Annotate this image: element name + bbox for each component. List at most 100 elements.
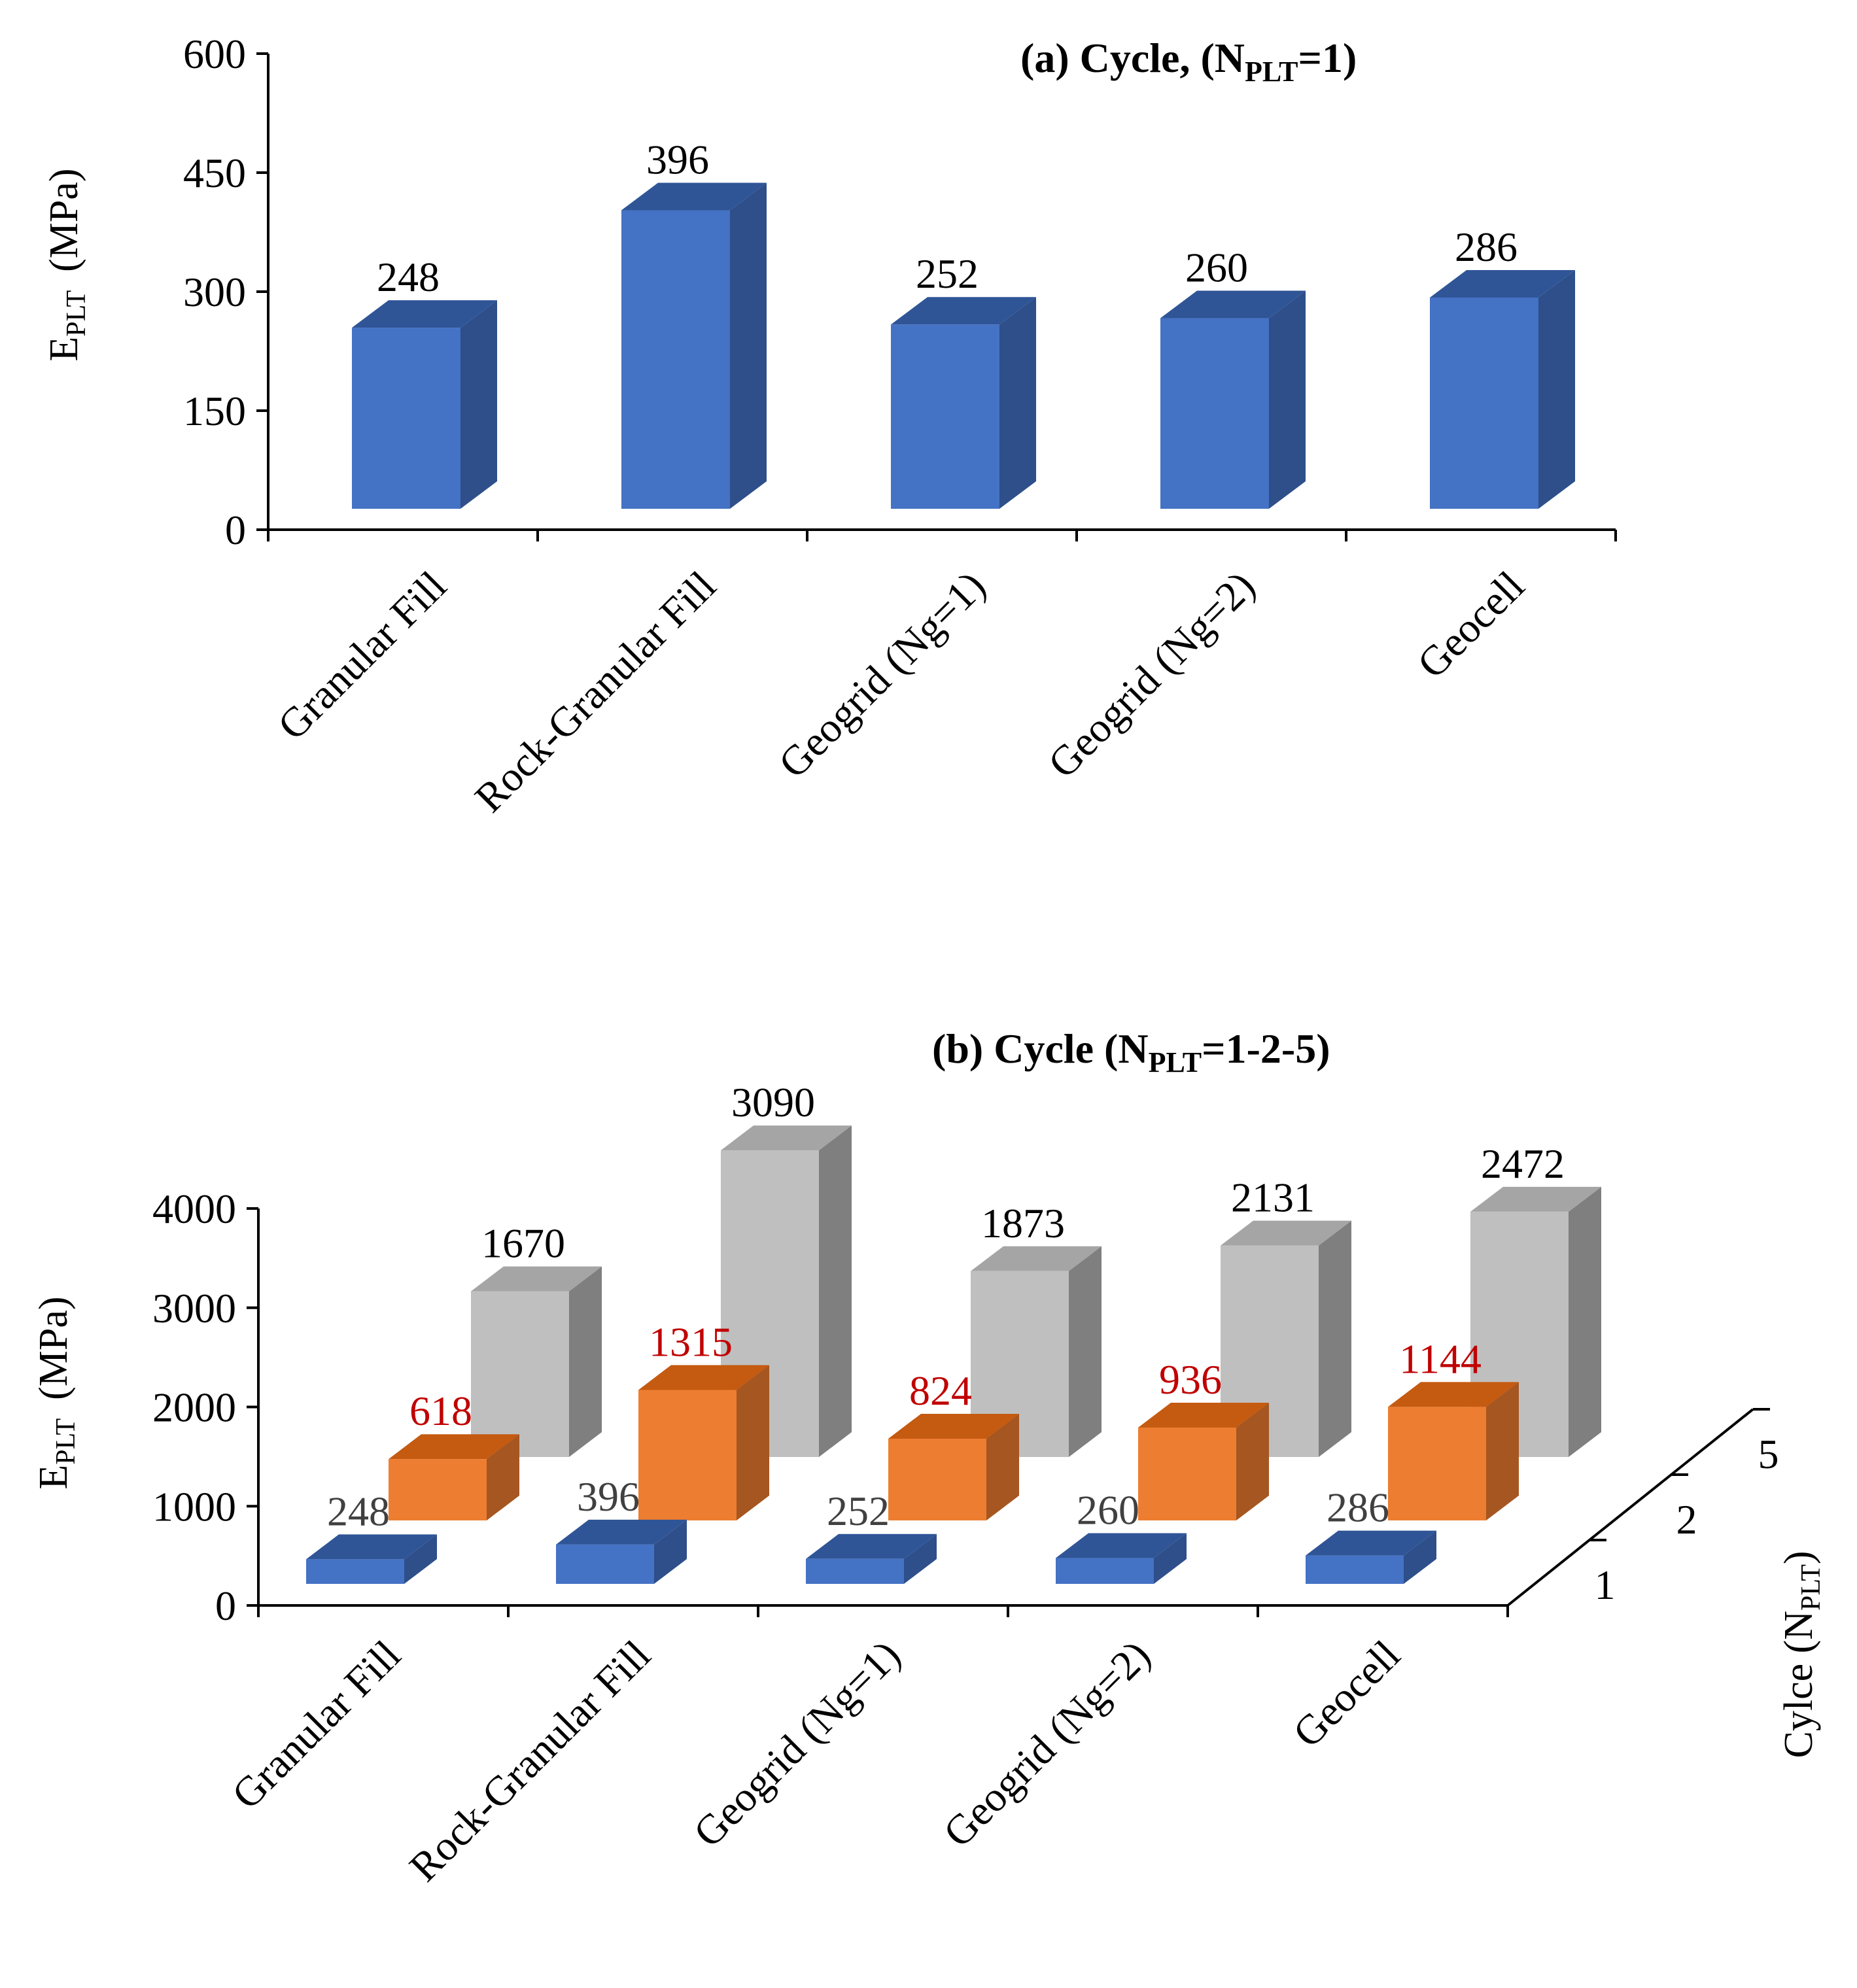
panel-b-y-tick-label: 1000 xyxy=(152,1483,236,1530)
panel-b-y-axis-title: EPLT (MPa) xyxy=(31,1296,81,1489)
panel-b-axes: 0 1000 2000 3000 4000 xyxy=(152,1186,1770,1629)
panel-b-bar-cycle-1-top xyxy=(556,1519,687,1545)
panel-a-x-tick-label: Rock-Granular Fill xyxy=(466,562,725,821)
panel-a-bar xyxy=(1160,290,1306,509)
panel-a-x-tick-label: Geogrid (Ng=1) xyxy=(769,562,994,787)
panel-b-zlabel-sub: PLT xyxy=(1796,1564,1826,1611)
panel-b-ylabel-main: E xyxy=(31,1465,76,1490)
panel-b-data-label-cycle-5: 1670 xyxy=(481,1220,565,1267)
panel-a-bar-front xyxy=(352,328,460,509)
panel-b-data-label-cycle-5: 2131 xyxy=(1231,1174,1315,1221)
panel-a-ylabel-unit: (MPa) xyxy=(42,168,86,271)
panel-b-bar-cycle-5-front xyxy=(471,1291,569,1457)
panel-b-y-tick-label: 0 xyxy=(215,1583,236,1629)
panel-b-bars xyxy=(306,1125,1601,1584)
panel-a-bar-front xyxy=(1430,297,1538,509)
panel-b-bar-cycle-5 xyxy=(471,1266,602,1457)
panel-b-bar-cycle-2-front xyxy=(638,1390,737,1520)
panel-b-data-label-cycle-1: 248 xyxy=(327,1488,390,1534)
panel-a-x-tick-labels: Granular Fill Rock-Granular Fill Geogrid (… xyxy=(269,562,1533,821)
panel-a-ylabel-sub: PLT xyxy=(61,290,92,337)
panel-b-data-label-cycle-5: 1873 xyxy=(981,1200,1065,1246)
panel-a-bar-front xyxy=(1160,318,1269,509)
panel-b-bar-cycle-2-front xyxy=(888,1438,986,1520)
panel-b-bar-cycle-2 xyxy=(389,1434,519,1520)
panel-a-data-label: 252 xyxy=(916,250,979,297)
panel-b-bar-cycle-1-front xyxy=(306,1559,404,1584)
panel-a-y-tick-label: 600 xyxy=(183,31,246,77)
panel-b-depth-tick-label: 1 xyxy=(1595,1562,1616,1608)
panel-a-bar xyxy=(891,297,1036,509)
panel-b-bar-cycle-1-side xyxy=(1404,1530,1436,1584)
panel-b-bar-cycle-2-side xyxy=(487,1434,519,1520)
panel-a-y-tick-label: 0 xyxy=(225,507,246,553)
panel-b-bar-cycle-1 xyxy=(1056,1533,1187,1584)
panel-a-bar-side xyxy=(730,182,767,509)
panel-b-depth-tick-label: 2 xyxy=(1676,1496,1697,1543)
panel-b-bar-cycle-5-side xyxy=(569,1266,602,1457)
panel-b-bar-cycle-1-top xyxy=(306,1534,437,1560)
panel-a-bar xyxy=(1430,269,1575,509)
panel-b-z-tick-labels: 1 2 5 xyxy=(1595,1431,1779,1608)
panel-b-title-tail: =1-2-5) xyxy=(1202,1025,1330,1072)
panel-a-y-tick-label: 450 xyxy=(183,150,246,196)
panel-a-data-label: 286 xyxy=(1455,224,1518,270)
panel-a-bar-side xyxy=(1538,269,1575,509)
panel-b-bar-cycle-5-top xyxy=(1470,1186,1601,1212)
panel-b-data-label-cycle-1: 260 xyxy=(1077,1487,1139,1534)
panel-a-x-tick-label: Geocell xyxy=(1408,562,1533,687)
panel-b-bar-cycle-2-front xyxy=(1138,1427,1236,1520)
panel-b-y-tick-label: 2000 xyxy=(152,1384,236,1431)
panel-b-bar-cycle-5-top xyxy=(1221,1220,1351,1246)
panel-b-data-label-cycle-2: 936 xyxy=(1159,1356,1222,1403)
panel-b-bar-cycle-1-front xyxy=(556,1544,654,1584)
panel-b-bar-cycle-1 xyxy=(556,1519,687,1584)
panel-a-bar-front xyxy=(891,324,999,509)
panel-b-bar-cycle-5-side xyxy=(1569,1186,1601,1457)
panel-a-bar-top xyxy=(1160,290,1306,318)
panel-a-bar-front xyxy=(621,210,730,509)
panel-b-data-label-cycle-2: 1315 xyxy=(649,1318,733,1365)
panel-b-depth-tick-label: 5 xyxy=(1758,1431,1779,1477)
panel-a-title-sub: PLT xyxy=(1245,56,1298,88)
panel-b-data-label-cycle-2: 618 xyxy=(409,1388,472,1434)
panel-b-depth-axis-line xyxy=(1506,1408,1754,1607)
panel-b-bar-cycle-1 xyxy=(306,1534,437,1584)
panel-b-bar-cycle-2-front xyxy=(389,1459,487,1520)
panel-a-title-main: (a) Cycle, (N xyxy=(1020,35,1245,81)
panel-b-ylabel-sub: PLT xyxy=(51,1418,81,1465)
panel-a-bar-top xyxy=(1430,269,1575,298)
panel-b-x-tick-label: Rock-Granular Fill xyxy=(400,1632,659,1891)
panel-a-bar-side xyxy=(1269,290,1306,509)
panel-b-bar-cycle-1-front xyxy=(1056,1558,1154,1584)
panel-a-axes: 0 150 300 450 600 xyxy=(183,31,1617,553)
panel-a-x-tick-label: Geogrid (Ng=2) xyxy=(1039,562,1263,787)
panel-b-bar-cycle-2-side xyxy=(986,1413,1019,1520)
panel-b-title-sub: PLT xyxy=(1149,1046,1202,1078)
panel-b-y-tick-label: 3000 xyxy=(152,1285,236,1331)
panel-b-bar-cycle-5-top xyxy=(471,1266,602,1292)
panel-b-bar-cycle-5-top xyxy=(971,1246,1102,1271)
panel-a-data-label: 248 xyxy=(377,254,440,300)
panel-a-bars xyxy=(352,182,1575,509)
panel-b-y-tick-label: 4000 xyxy=(152,1186,236,1232)
panel-b-data-label-cycle-1: 396 xyxy=(577,1473,640,1520)
panel-b-data-label-cycle-1: 252 xyxy=(827,1488,890,1534)
panel-a-y-tick-label: 300 xyxy=(183,269,246,315)
panel-b-x-tick-label: Geocell xyxy=(1284,1632,1409,1757)
panel-b-bar-cycle-1-side xyxy=(404,1534,437,1584)
panel-b-bar-cycle-2-top xyxy=(638,1365,769,1390)
panel-b-data-labels: 1670 3090 1873 2131 2472 618 1315 824 936 1144 248… xyxy=(327,1079,1565,1534)
panel-a-bar-top xyxy=(891,297,1036,325)
panel-b-bar-cycle-1-side xyxy=(1154,1533,1187,1584)
panel-b-data-label-cycle-5: 2472 xyxy=(1481,1140,1565,1187)
panel-b-bar-cycle-5 xyxy=(1221,1220,1351,1457)
panel-a-x-tick-label: Granular Fill xyxy=(269,562,455,749)
panel-b-bar-cycle-2-side xyxy=(737,1365,769,1520)
panel-b-x-tick-label: Geogrid (Ng=2) xyxy=(934,1632,1158,1856)
panel-a-y-tick-label: 150 xyxy=(183,388,246,434)
panel-b-title-main: (b) Cycle (N xyxy=(932,1025,1149,1072)
panel-b-data-label-cycle-1: 286 xyxy=(1327,1484,1389,1531)
